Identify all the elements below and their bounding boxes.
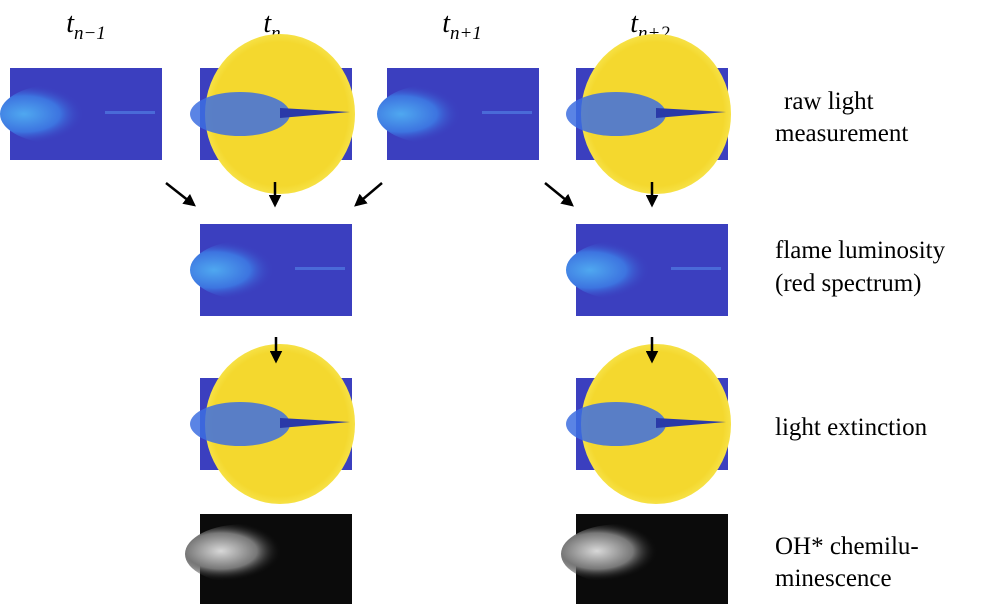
row-label: OH* chemilu- [775,533,919,560]
row-label: raw light [784,88,874,115]
image [0,68,162,160]
row-label: (red spectrum) [775,270,921,297]
arrow [356,183,382,205]
image [561,514,728,604]
row-label: minescence [775,565,892,592]
image [566,224,728,316]
image [566,344,731,504]
image [190,34,355,194]
image [190,344,355,504]
image [185,514,352,604]
column-headers: tn−1 tn tn+1 tn+2 [66,8,670,44]
arrow [545,183,572,205]
column-header: tn−1 [66,8,106,44]
row-label: light extinction [775,414,928,441]
diagram: tn−1 tn tn+1 tn+2 raw light measurement … [0,0,995,604]
images [0,34,731,604]
column-header: tn+1 [442,8,482,44]
row-label: flame luminosity [775,237,946,264]
row-labels: raw light measurement flame luminosity (… [775,88,946,592]
image [190,224,352,316]
image [377,68,539,160]
row-label: measurement [775,120,908,147]
arrow [166,183,194,205]
image [566,34,731,194]
